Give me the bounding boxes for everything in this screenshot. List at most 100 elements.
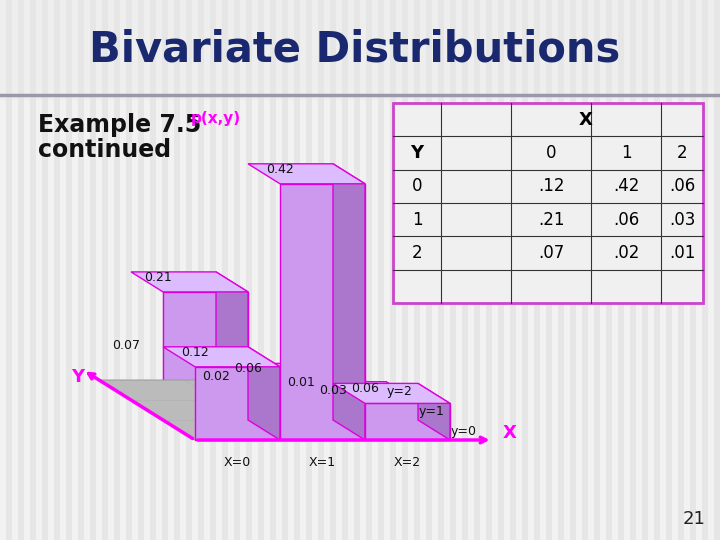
Polygon shape (216, 363, 333, 383)
Polygon shape (269, 374, 386, 394)
Bar (624, 0, 630, 540)
Bar (432, 0, 438, 540)
Polygon shape (131, 272, 248, 292)
Bar (672, 0, 678, 540)
Bar (714, 0, 720, 540)
Bar (360, 0, 366, 540)
Bar (0, 0, 720, 100)
Bar (366, 0, 372, 540)
Bar (222, 0, 228, 540)
Text: 0.07: 0.07 (112, 339, 140, 352)
Text: p(x,y): p(x,y) (191, 111, 241, 126)
Bar (126, 0, 132, 540)
Bar (180, 0, 186, 540)
Bar (540, 0, 546, 540)
Polygon shape (386, 382, 418, 420)
Text: X: X (579, 111, 593, 129)
Bar (384, 0, 390, 540)
Bar (618, 0, 624, 540)
Bar (666, 0, 672, 540)
Bar (456, 0, 462, 540)
Bar (318, 0, 324, 540)
Text: Y: Y (71, 368, 84, 386)
Text: 0.42: 0.42 (266, 163, 294, 176)
Polygon shape (333, 383, 450, 403)
Bar (396, 0, 402, 540)
Text: .12: .12 (538, 177, 564, 195)
Text: 0.06: 0.06 (234, 362, 262, 375)
Polygon shape (301, 382, 418, 402)
Bar (18, 0, 24, 540)
Polygon shape (184, 368, 301, 388)
Bar (174, 0, 180, 540)
Bar (54, 0, 60, 540)
Bar (294, 0, 300, 540)
Bar (444, 0, 450, 540)
Bar (546, 0, 552, 540)
Bar (36, 0, 42, 540)
Text: y=2: y=2 (387, 386, 413, 399)
Bar (696, 0, 702, 540)
Bar (216, 0, 222, 540)
Text: .42: .42 (613, 177, 639, 195)
Bar (336, 0, 342, 540)
Bar (426, 0, 432, 540)
Polygon shape (269, 368, 301, 400)
Bar (516, 0, 522, 540)
Text: .21: .21 (538, 211, 564, 228)
Bar (450, 0, 456, 540)
Text: 0.21: 0.21 (144, 271, 172, 284)
Polygon shape (163, 292, 248, 420)
Bar (390, 0, 396, 540)
Polygon shape (131, 357, 216, 400)
Bar (582, 0, 588, 540)
Bar (324, 0, 330, 540)
Bar (564, 0, 570, 540)
Text: 21: 21 (682, 510, 705, 528)
Text: 0.12: 0.12 (181, 346, 209, 359)
Bar (642, 0, 648, 540)
Bar (504, 0, 510, 540)
Text: y=0: y=0 (451, 426, 477, 438)
Text: X: X (503, 424, 516, 442)
Bar (402, 0, 408, 540)
Text: 2: 2 (677, 144, 688, 162)
Bar (306, 0, 312, 540)
Bar (234, 0, 240, 540)
Polygon shape (301, 394, 386, 400)
Text: .03: .03 (669, 211, 696, 228)
Bar (654, 0, 660, 540)
Bar (534, 0, 540, 540)
Bar (630, 0, 636, 540)
Bar (48, 0, 54, 540)
Polygon shape (163, 347, 280, 367)
Bar (300, 0, 306, 540)
Polygon shape (195, 367, 280, 440)
Text: 2: 2 (412, 244, 423, 262)
Bar (168, 0, 174, 540)
Bar (144, 0, 150, 540)
Bar (660, 0, 666, 540)
Bar (150, 0, 156, 540)
Polygon shape (418, 383, 450, 440)
Bar (438, 0, 444, 540)
Polygon shape (301, 363, 333, 420)
Bar (486, 0, 492, 540)
Bar (528, 0, 534, 540)
Bar (414, 0, 420, 540)
Bar (240, 0, 246, 540)
Bar (594, 0, 600, 540)
Bar (138, 0, 144, 540)
Bar (474, 0, 480, 540)
Bar (120, 0, 126, 540)
Bar (96, 0, 102, 540)
Bar (114, 0, 120, 540)
Bar (606, 0, 612, 540)
Bar (636, 0, 642, 540)
Bar (708, 0, 714, 540)
Bar (12, 0, 18, 540)
Bar (30, 0, 36, 540)
Bar (186, 0, 192, 540)
Bar (246, 0, 252, 540)
Bar (132, 0, 138, 540)
